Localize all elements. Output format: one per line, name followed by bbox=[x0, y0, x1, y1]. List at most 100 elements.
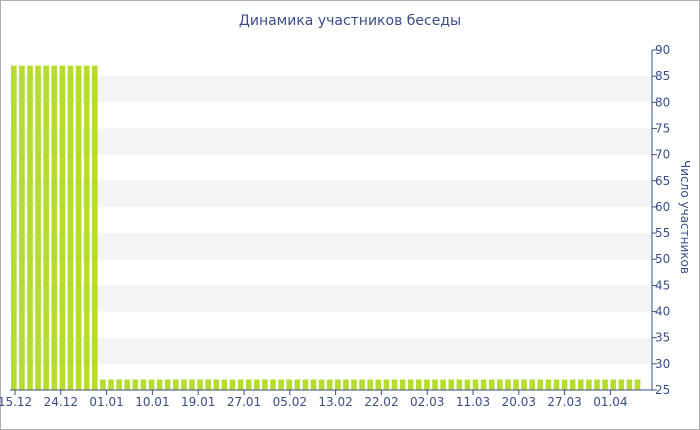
bar bbox=[578, 379, 584, 390]
bar bbox=[375, 379, 382, 390]
bar bbox=[318, 379, 325, 390]
bar bbox=[35, 65, 41, 390]
bar bbox=[270, 379, 276, 390]
y-tick-label: 45 bbox=[655, 278, 670, 292]
bar bbox=[586, 379, 592, 390]
y-tick-label: 85 bbox=[655, 69, 670, 83]
bar bbox=[140, 379, 147, 390]
x-tick-label: 10.01 bbox=[135, 395, 169, 409]
x-tick-label: 11.03 bbox=[456, 395, 490, 409]
bar bbox=[11, 65, 17, 390]
grid-band bbox=[10, 128, 652, 155]
x-tick-label: 01.01 bbox=[89, 395, 123, 409]
bar bbox=[472, 379, 479, 390]
y-tick-label: 35 bbox=[655, 331, 670, 345]
x-tick-label: 05.02 bbox=[273, 395, 307, 409]
grid-band bbox=[10, 76, 652, 103]
bar bbox=[505, 379, 511, 390]
x-tick-label: 01.04 bbox=[593, 395, 627, 409]
grid-band bbox=[10, 180, 652, 207]
chart-title: Динамика участников беседы bbox=[238, 13, 462, 29]
bar bbox=[359, 379, 365, 390]
x-tick-label: 20.03 bbox=[502, 395, 536, 409]
bar bbox=[294, 379, 301, 390]
bar bbox=[391, 379, 398, 390]
bar bbox=[197, 379, 203, 390]
bar bbox=[148, 379, 155, 390]
x-tick-label: 19.01 bbox=[181, 395, 215, 409]
y-tick-label: 60 bbox=[655, 200, 670, 214]
bar bbox=[537, 379, 544, 390]
bar bbox=[221, 379, 228, 390]
bar bbox=[189, 379, 195, 390]
y-tick-label: 75 bbox=[655, 121, 670, 135]
bar bbox=[100, 379, 106, 390]
x-tick-label: 22.02 bbox=[364, 395, 398, 409]
bar bbox=[51, 65, 58, 390]
bar bbox=[407, 379, 414, 390]
bar bbox=[181, 379, 187, 390]
bar bbox=[569, 379, 576, 390]
x-tick-label: 27.03 bbox=[547, 395, 581, 409]
x-tick-label: 24.12 bbox=[44, 395, 78, 409]
bar bbox=[553, 379, 560, 390]
y-tick-label: 70 bbox=[655, 148, 670, 162]
bar bbox=[108, 379, 114, 390]
bar bbox=[424, 379, 430, 390]
grid-band bbox=[10, 285, 652, 312]
bar bbox=[124, 379, 130, 390]
bar bbox=[399, 379, 406, 390]
y-tick-label: 40 bbox=[655, 305, 670, 319]
bar bbox=[634, 379, 641, 390]
bar bbox=[626, 379, 633, 390]
bar bbox=[416, 379, 422, 390]
bar bbox=[286, 379, 292, 390]
bar bbox=[326, 379, 333, 390]
grid-band bbox=[10, 337, 652, 364]
x-tick-label: 02.03 bbox=[410, 395, 444, 409]
bar bbox=[618, 379, 625, 390]
bar bbox=[83, 65, 90, 390]
bar bbox=[213, 379, 220, 390]
y-tick-label: 25 bbox=[655, 383, 670, 397]
bar bbox=[488, 379, 495, 390]
bar bbox=[254, 379, 260, 390]
bar bbox=[229, 379, 236, 390]
bar bbox=[610, 379, 616, 390]
bar bbox=[594, 379, 600, 390]
bar bbox=[561, 379, 568, 390]
bar bbox=[173, 379, 179, 390]
y-tick-label: 30 bbox=[655, 357, 670, 371]
bar bbox=[513, 379, 519, 390]
bar bbox=[351, 379, 357, 390]
x-tick-label: 27.01 bbox=[227, 395, 261, 409]
y-ticks: 90 85 80 75 70 65 60 55 50 45 40 35 30 25 bbox=[652, 43, 670, 397]
bar bbox=[116, 379, 122, 390]
bar bbox=[521, 379, 527, 390]
bar bbox=[448, 379, 454, 390]
y-tick-label: 50 bbox=[655, 252, 670, 266]
bar bbox=[464, 379, 471, 390]
bar bbox=[59, 65, 66, 390]
bar bbox=[75, 65, 82, 390]
grid-bands bbox=[10, 76, 652, 364]
bar bbox=[602, 379, 608, 390]
bar bbox=[497, 379, 503, 390]
bar bbox=[367, 379, 373, 390]
bars bbox=[11, 65, 641, 390]
bar bbox=[383, 379, 390, 390]
bar bbox=[529, 379, 535, 390]
y-tick-label: 55 bbox=[655, 226, 670, 240]
bar bbox=[132, 379, 139, 390]
bar bbox=[156, 379, 163, 390]
bar bbox=[440, 379, 446, 390]
bar bbox=[205, 379, 211, 390]
bar bbox=[67, 65, 74, 390]
y-tick-label: 90 bbox=[655, 43, 670, 57]
bar bbox=[92, 65, 98, 390]
bar bbox=[164, 379, 171, 390]
bar bbox=[480, 379, 487, 390]
bar bbox=[262, 379, 268, 390]
bar bbox=[343, 379, 349, 390]
bar bbox=[245, 379, 252, 390]
